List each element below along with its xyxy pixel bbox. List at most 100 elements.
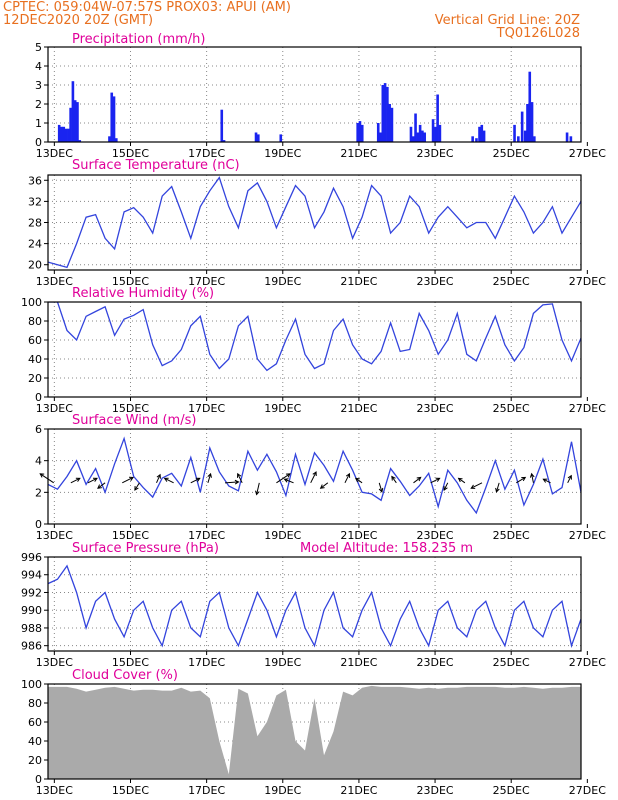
- panel-frame: [47, 301, 582, 398]
- wind-arrow: [310, 471, 317, 484]
- wind-arrow-head: [75, 477, 81, 482]
- precip-bar: [71, 81, 75, 142]
- precip-bar: [112, 96, 116, 142]
- x-tick-label: 17DEC: [188, 147, 225, 160]
- precip-bar: [110, 92, 114, 142]
- x-tick-label: 15DEC: [112, 656, 149, 669]
- precip-bar: [520, 111, 524, 142]
- x-tick-label: 25DEC: [493, 656, 530, 669]
- x-tick-label: 25DEC: [493, 529, 530, 542]
- wind-arrow-head: [129, 476, 134, 482]
- x-tick-label: 15DEC: [112, 529, 149, 542]
- wind-arrow-head: [495, 487, 500, 493]
- panel-title: Surface Temperature (nC): [72, 158, 240, 173]
- y-tick-label: 40: [28, 353, 42, 366]
- wind-arrow-head: [521, 476, 527, 482]
- y-tick-label: 20: [28, 259, 42, 272]
- wind-arrow: [237, 473, 243, 484]
- x-tick-label: 13DEC: [36, 529, 73, 542]
- precip-bar: [279, 134, 283, 142]
- wind-arrow-head: [92, 477, 98, 482]
- precip-bar: [478, 126, 481, 142]
- precip-bar: [434, 126, 437, 142]
- precip-bar: [569, 136, 573, 142]
- x-tick-label: 23DEC: [417, 402, 454, 415]
- y-tick-label: 80: [28, 697, 42, 710]
- header-model-id: TQ0126L028: [496, 26, 580, 41]
- wind-arrow: [413, 477, 421, 484]
- wind-arrow-head: [283, 478, 289, 483]
- precip-bar: [431, 119, 435, 142]
- precip-bar: [418, 124, 422, 142]
- wind-arrow: [458, 477, 466, 484]
- y-tick-label: 0: [35, 391, 42, 404]
- y-tick-label: 986: [21, 640, 42, 653]
- wind-arrow: [284, 478, 294, 484]
- x-tick-label: 23DEC: [417, 147, 454, 160]
- y-tick-label: 20: [28, 754, 42, 767]
- wind-arrow-head: [567, 474, 572, 480]
- precip-bar: [222, 140, 226, 142]
- precip-bar: [108, 136, 111, 142]
- y-tick-label: 994: [21, 569, 42, 582]
- wind-arrow: [344, 473, 350, 484]
- wind-arrow-head: [97, 484, 102, 489]
- wind-arrow-head: [435, 477, 441, 482]
- wind-arrow: [276, 473, 291, 484]
- precip-bar: [471, 136, 474, 142]
- precip-bar: [69, 107, 72, 142]
- panel-frame: [47, 683, 582, 780]
- panel-frame: [47, 46, 582, 143]
- panel-title: Precipitation (mm/h): [72, 32, 205, 47]
- panel-title: Cloud Cover (%): [72, 668, 178, 683]
- wind-arrow-head: [156, 473, 161, 479]
- x-tick-label: 27DEC: [569, 656, 606, 669]
- x-tick-label: 17DEC: [188, 784, 225, 797]
- x-tick-label: 19DEC: [264, 275, 301, 288]
- precip-bar: [381, 85, 385, 142]
- wind-arrow: [39, 473, 54, 484]
- wind-arrow: [516, 477, 526, 484]
- series-line: [48, 176, 581, 269]
- wind-arrow-head: [255, 490, 260, 496]
- wind-arrow: [470, 482, 483, 489]
- wind-arrow-head: [443, 486, 448, 491]
- precip-bar: [386, 86, 389, 142]
- wind-arrow: [531, 473, 534, 483]
- precip-bar: [383, 83, 387, 142]
- precip-bar: [57, 124, 61, 142]
- wind-arrow: [567, 475, 572, 484]
- y-tick-label: 32: [28, 195, 42, 208]
- wind-arrow: [134, 482, 140, 491]
- precip-bar: [358, 121, 362, 142]
- x-tick-label: 21DEC: [340, 402, 377, 415]
- y-tick-label: 5: [35, 41, 42, 54]
- precip-bar: [220, 109, 224, 142]
- precip-bar: [523, 130, 527, 142]
- y-tick-label: 4: [35, 60, 42, 73]
- y-tick-label: 1: [35, 117, 42, 130]
- x-tick-label: 17DEC: [188, 402, 225, 415]
- wind-arrow-head: [237, 472, 242, 478]
- precip-bar: [78, 140, 82, 142]
- x-tick-label: 25DEC: [493, 275, 530, 288]
- x-tick-label: 27DEC: [569, 529, 606, 542]
- x-tick-label: 27DEC: [569, 402, 606, 415]
- series-line: [48, 564, 581, 649]
- panel-annotation: Model Altitude: 158.235 m: [300, 541, 473, 556]
- precip-bar: [409, 126, 413, 142]
- precip-bar: [436, 94, 439, 142]
- wind-arrow: [430, 477, 440, 484]
- wind-arrow: [122, 476, 134, 484]
- panel-title: Relative Humidity (%): [72, 286, 214, 301]
- series-line: [48, 302, 581, 372]
- wind-arrow: [443, 482, 449, 491]
- wind-arrow-head: [529, 472, 535, 478]
- panel-title: Surface Pressure (hPa): [72, 541, 219, 556]
- y-tick-label: 20: [28, 372, 42, 385]
- wind-arrow: [190, 477, 200, 484]
- wind-arrow-head: [234, 479, 240, 485]
- y-tick-label: 2: [35, 486, 42, 499]
- precip-bar: [526, 104, 529, 142]
